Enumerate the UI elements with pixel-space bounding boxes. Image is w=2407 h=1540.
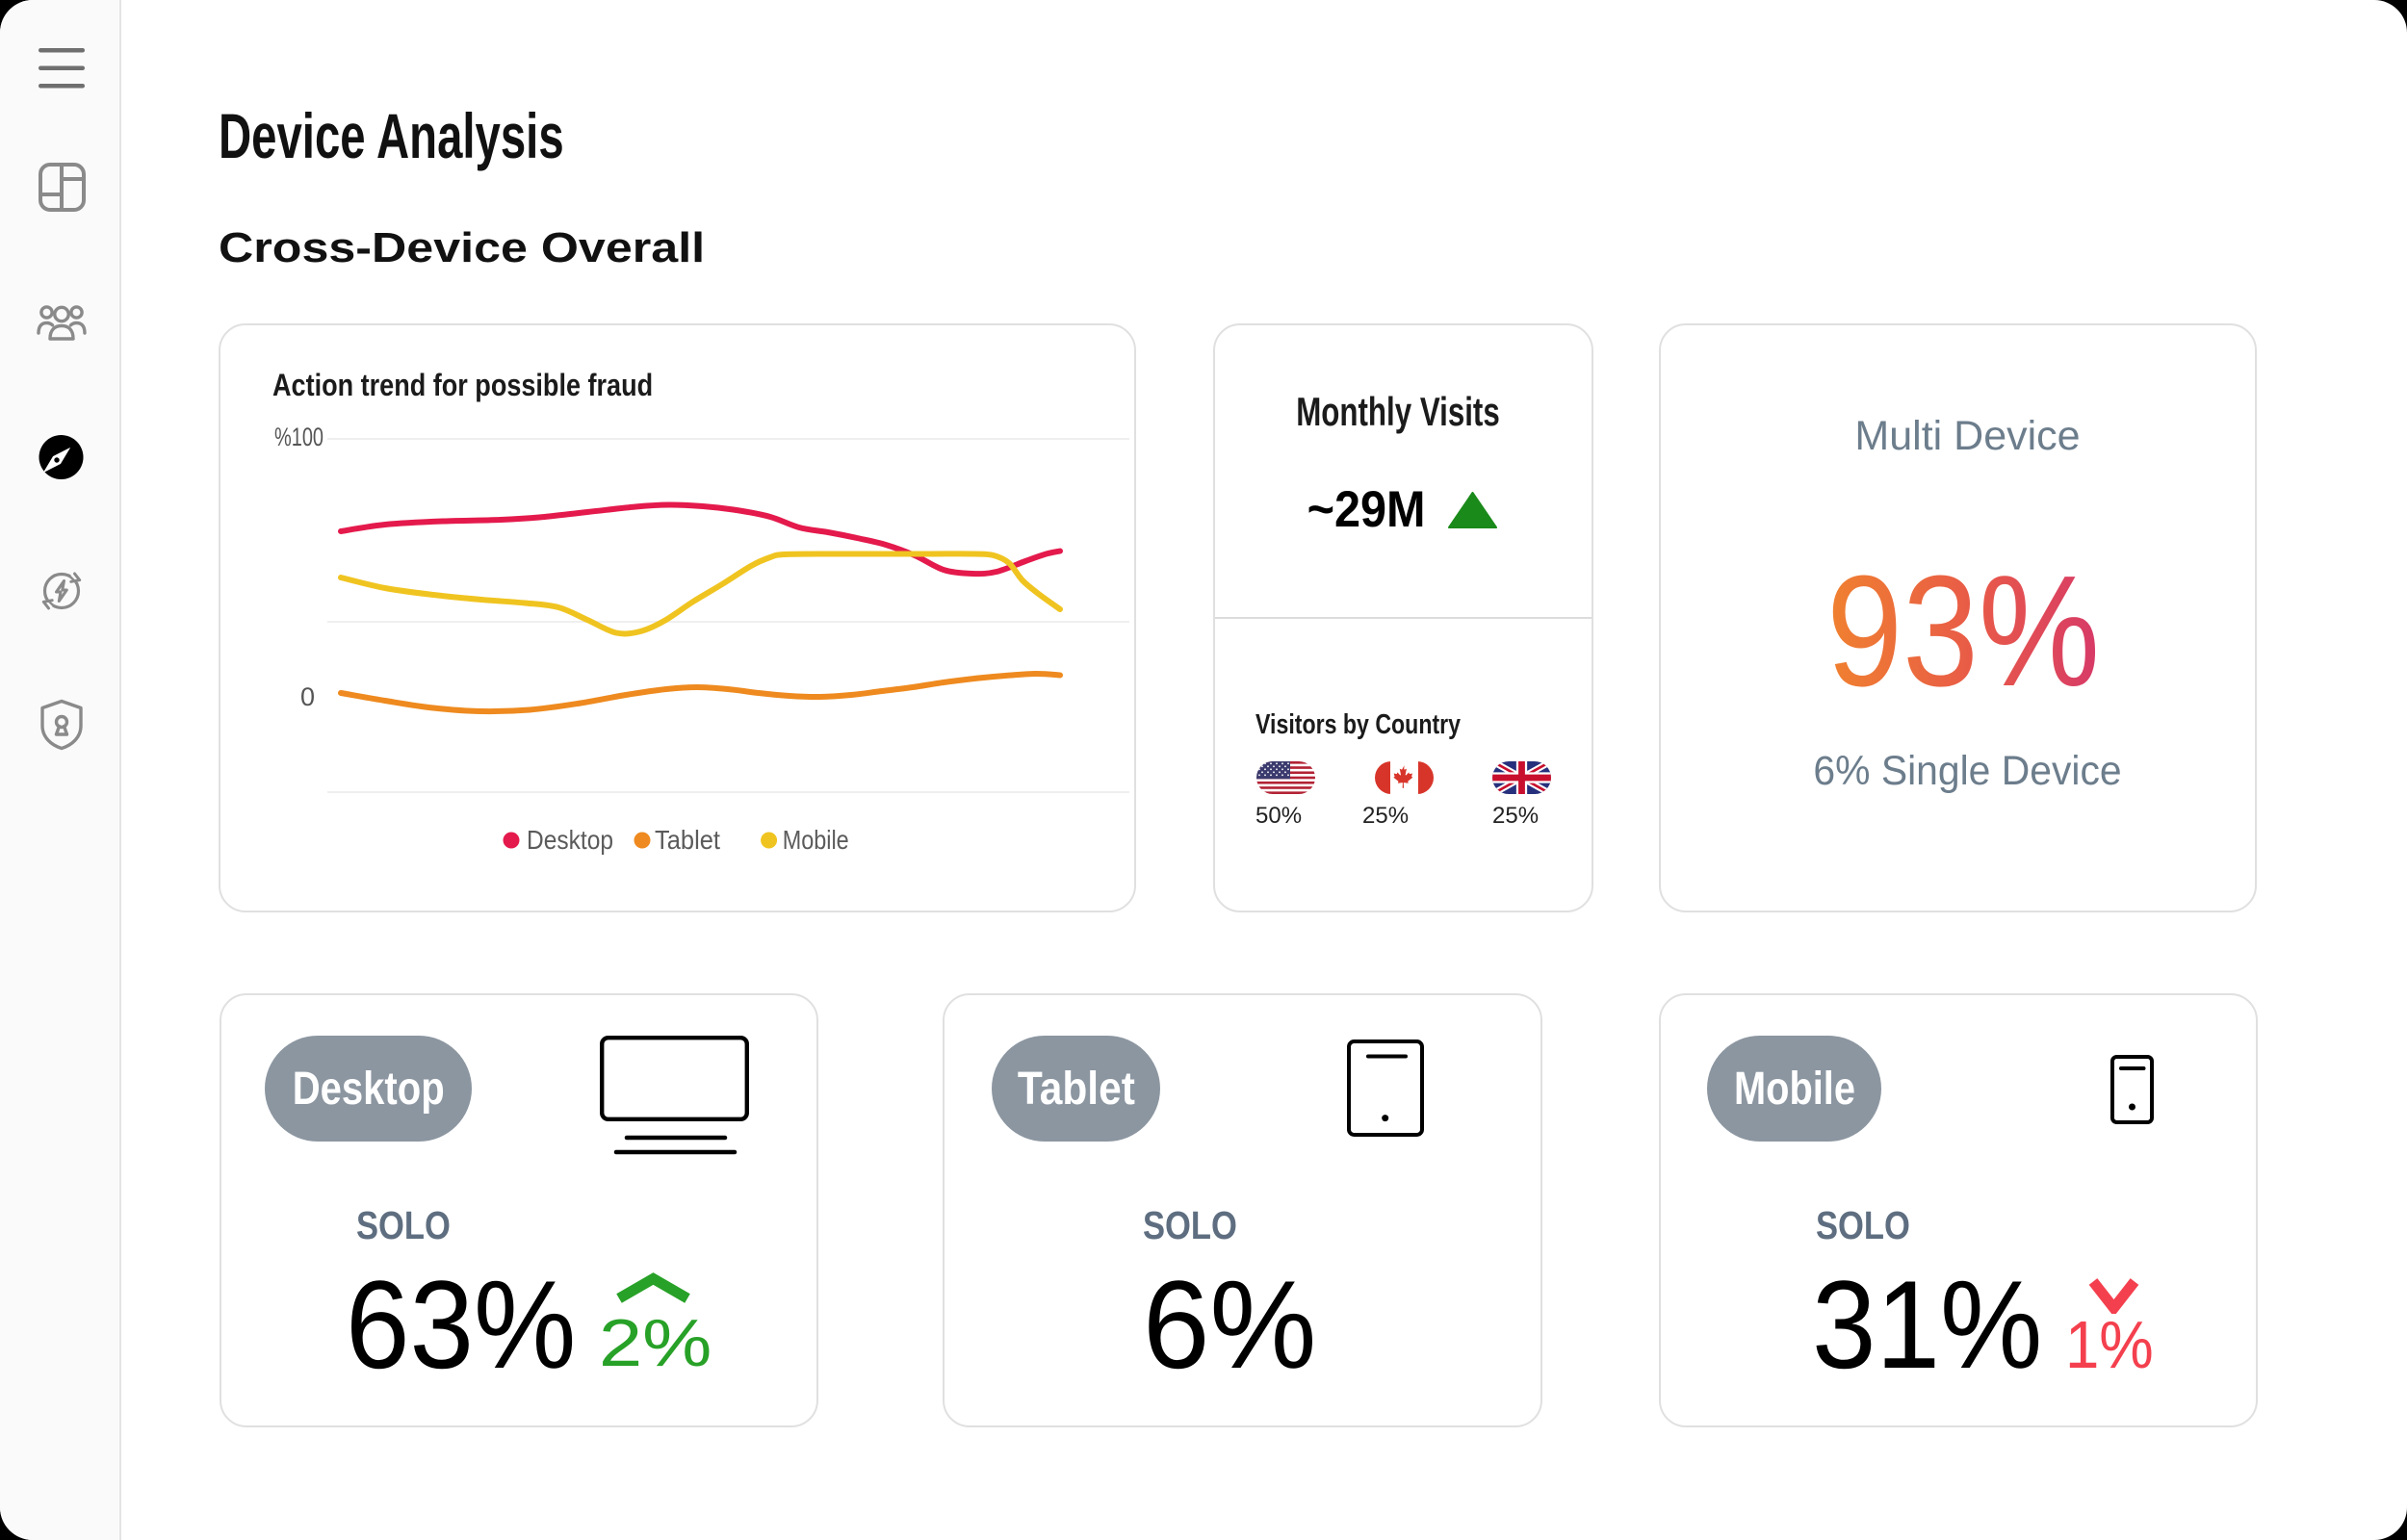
svg-text:0: 0 [300, 682, 315, 711]
svg-text:Desktop: Desktop [527, 825, 613, 855]
svg-text:%100: %100 [274, 423, 324, 451]
svg-text:Tablet: Tablet [655, 825, 720, 855]
svg-text:Mobile: Mobile [783, 825, 849, 855]
